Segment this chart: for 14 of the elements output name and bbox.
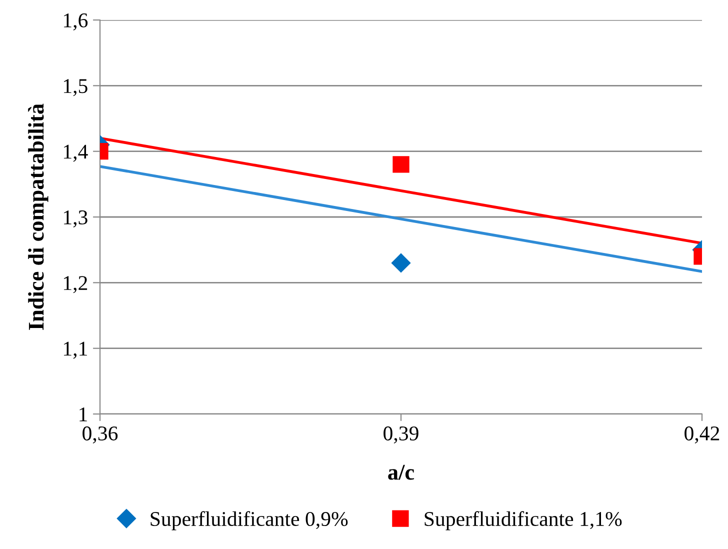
x-tick-label: 0,39 bbox=[384, 426, 418, 444]
y-tick-label: 1,3 bbox=[64, 210, 88, 228]
y-tick-label: 1,4 bbox=[64, 144, 88, 162]
y-tick-label: 1,1 bbox=[64, 342, 87, 359]
legend-label: Superfluidificante 1,1% bbox=[424, 511, 622, 530]
y-tick-label: 1,6 bbox=[64, 13, 88, 30]
y-tick-label: 1,2 bbox=[64, 276, 88, 294]
y-axis-title: Indice di compattabilità bbox=[28, 104, 48, 330]
y-tick-label: 1,5 bbox=[64, 79, 88, 96]
x-axis-title: a/c bbox=[388, 464, 414, 480]
y-tick-label: 1 bbox=[80, 407, 87, 422]
x-tick-label: 0,36 bbox=[82, 426, 118, 444]
x-tick-label: 0,42 bbox=[684, 426, 720, 444]
legend-label: Superfluidificante 0,9% bbox=[150, 511, 348, 530]
